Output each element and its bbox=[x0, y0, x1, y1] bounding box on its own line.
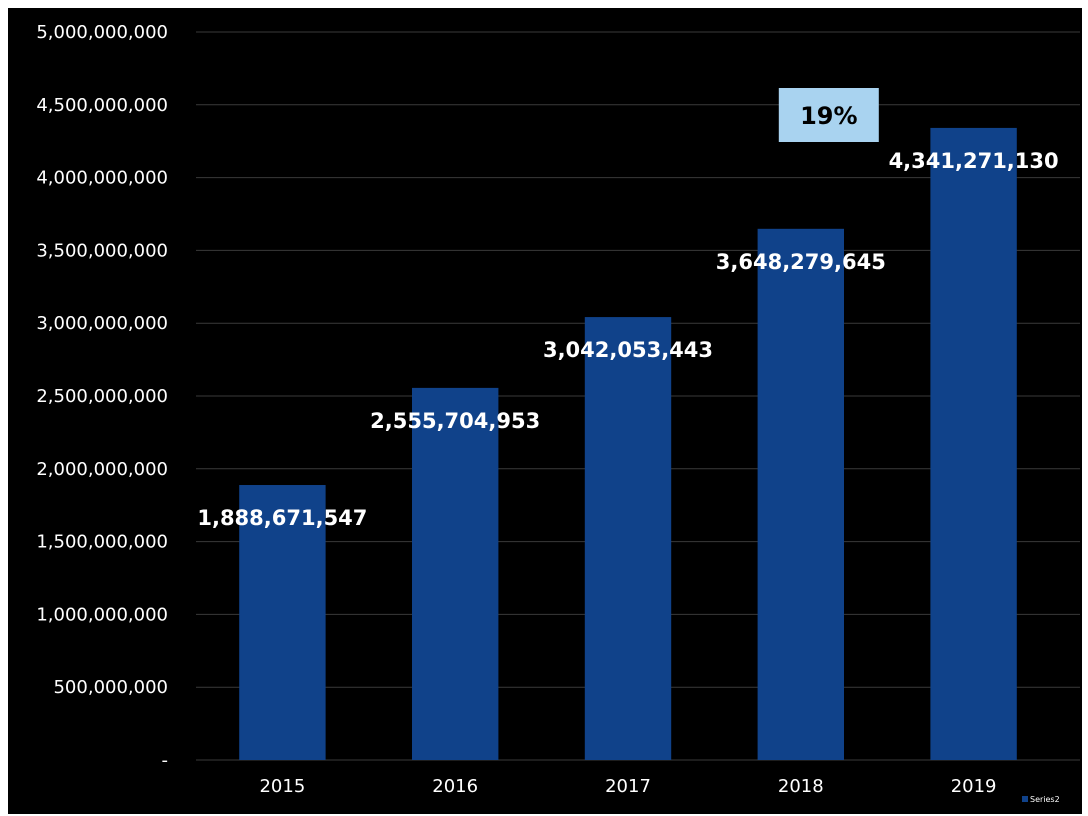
bar-2019 bbox=[930, 127, 1017, 760]
annotation-box bbox=[778, 88, 879, 142]
x-tick-label: 2017 bbox=[605, 776, 651, 797]
y-tick-label: 1,000,000,000 bbox=[36, 604, 168, 625]
y-tick-label: 5,000,000,000 bbox=[36, 22, 168, 43]
y-tick-label: 3,000,000,000 bbox=[36, 313, 168, 334]
data-label: 4,341,271,130 bbox=[889, 149, 1059, 173]
data-label: 2,555,704,953 bbox=[370, 409, 540, 433]
x-tick-label: 2019 bbox=[951, 776, 997, 797]
data-label: 3,648,279,645 bbox=[716, 250, 886, 274]
x-tick-label: 2016 bbox=[432, 776, 478, 797]
y-tick-label: 2,500,000,000 bbox=[36, 386, 168, 407]
y-tick-label: 500,000,000 bbox=[53, 677, 168, 698]
chart-frame: - 500,000,000 1,000,000,000 1,500,000,000 2,… bbox=[8, 8, 1082, 814]
bar-2018 bbox=[757, 228, 844, 760]
legend-label: Series2 bbox=[1030, 795, 1060, 804]
bar-chart: - 500,000,000 1,000,000,000 1,500,000,000 2,… bbox=[36, 22, 1080, 804]
y-tick-label: 2,000,000,000 bbox=[36, 459, 168, 480]
bar-2017 bbox=[584, 317, 672, 760]
y-tick-label: 1,500,000,000 bbox=[36, 532, 168, 553]
y-tick-label: 4,000,000,000 bbox=[36, 168, 168, 189]
x-tick-label: 2018 bbox=[778, 776, 824, 797]
annotation-text: 19% bbox=[800, 102, 857, 130]
bar-2015 bbox=[239, 485, 326, 760]
legend-swatch bbox=[1022, 796, 1028, 802]
y-tick-label: - bbox=[162, 750, 169, 771]
y-tick-label: 4,500,000,000 bbox=[36, 95, 168, 116]
bar-2016 bbox=[412, 387, 499, 760]
data-label: 1,888,671,547 bbox=[197, 506, 367, 530]
data-label: 3,042,053,443 bbox=[543, 338, 713, 362]
x-tick-label: 2015 bbox=[259, 776, 305, 797]
y-tick-label: 3,500,000,000 bbox=[36, 240, 168, 261]
